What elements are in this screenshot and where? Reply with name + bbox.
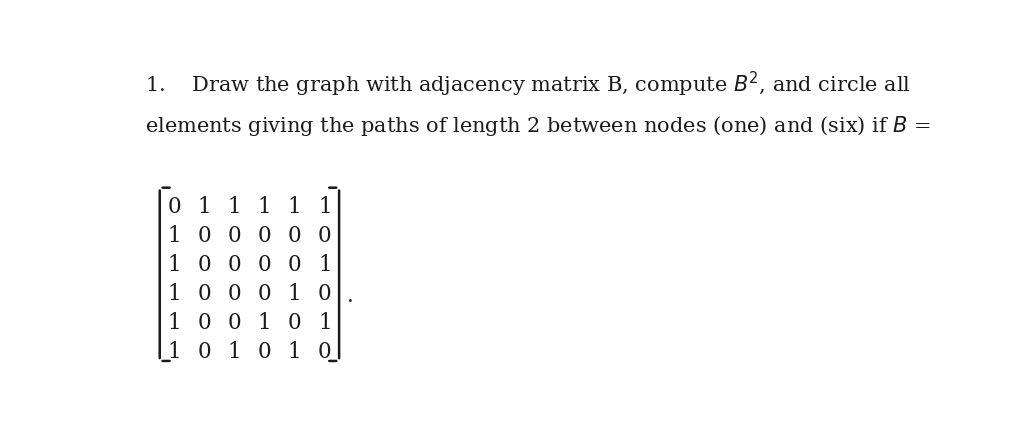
Text: 0: 0 bbox=[318, 340, 332, 362]
Text: 0: 0 bbox=[318, 225, 332, 246]
Text: 0: 0 bbox=[198, 253, 211, 275]
Text: 1: 1 bbox=[227, 340, 242, 362]
Text: 0: 0 bbox=[258, 253, 271, 275]
Text: 1: 1 bbox=[288, 340, 301, 362]
Text: 0: 0 bbox=[258, 225, 271, 246]
Text: 0: 0 bbox=[288, 253, 301, 275]
Text: 0: 0 bbox=[227, 225, 242, 246]
Text: 1: 1 bbox=[198, 196, 211, 217]
Text: 1: 1 bbox=[167, 253, 181, 275]
Text: 0: 0 bbox=[288, 311, 301, 333]
Text: 0: 0 bbox=[258, 340, 271, 362]
Text: 0: 0 bbox=[198, 225, 211, 246]
Text: 0: 0 bbox=[258, 282, 271, 304]
Text: 1: 1 bbox=[288, 282, 301, 304]
Text: 1: 1 bbox=[258, 196, 271, 217]
Text: 0: 0 bbox=[198, 340, 211, 362]
Text: 0: 0 bbox=[227, 282, 242, 304]
Text: 1: 1 bbox=[167, 340, 181, 362]
Text: 0: 0 bbox=[167, 196, 181, 217]
Text: 0: 0 bbox=[198, 311, 211, 333]
Text: 1: 1 bbox=[318, 311, 332, 333]
Text: 0: 0 bbox=[198, 282, 211, 304]
Text: 0: 0 bbox=[227, 253, 242, 275]
Text: 1: 1 bbox=[288, 196, 301, 217]
Text: 1: 1 bbox=[227, 196, 242, 217]
Text: 0: 0 bbox=[288, 225, 301, 246]
Text: elements giving the paths of length 2 between nodes (one) and (six) if $B$ =: elements giving the paths of length 2 be… bbox=[145, 113, 932, 138]
Text: 1: 1 bbox=[258, 311, 271, 333]
Text: 1.    Draw the graph with adjacency matrix B, compute $B^2$, and circle all: 1. Draw the graph with adjacency matrix … bbox=[145, 69, 911, 98]
Text: 1: 1 bbox=[318, 253, 332, 275]
Text: 1: 1 bbox=[167, 282, 181, 304]
Text: 1: 1 bbox=[167, 311, 181, 333]
Text: .: . bbox=[347, 285, 353, 307]
Text: 1: 1 bbox=[318, 196, 332, 217]
Text: 0: 0 bbox=[318, 282, 332, 304]
Text: 1: 1 bbox=[167, 225, 181, 246]
Text: 0: 0 bbox=[227, 311, 242, 333]
